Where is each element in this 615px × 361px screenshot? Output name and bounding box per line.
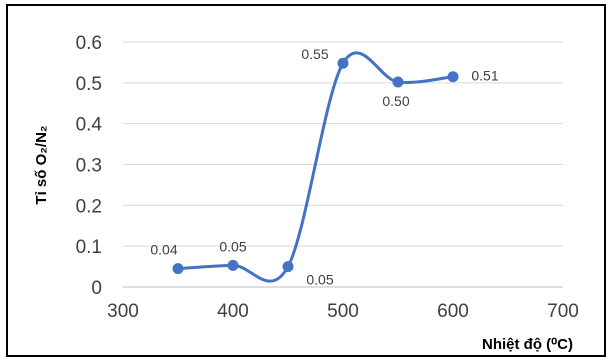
chart-frame (6, 4, 606, 357)
y-axis-title: Tỉ số O₂/N₂ (33, 125, 50, 204)
x-tick-labels: 300 400 500 600 700 (107, 301, 579, 322)
data-label: 0.51 (471, 68, 498, 84)
x-axis-title: Nhiệt độ (⁰C) (482, 336, 573, 353)
y-tick-label: 0.2 (76, 196, 102, 217)
data-label: 0.55 (301, 46, 328, 62)
data-label: 0.04 (150, 242, 177, 258)
y-tick-label: 0.1 (76, 237, 102, 258)
x-tick-label: 500 (327, 301, 359, 322)
x-tick-label: 600 (437, 301, 469, 322)
data-label: 0.05 (306, 272, 333, 288)
data-labels: 0.04 0.05 0.05 0.55 0.50 0.51 (150, 46, 498, 287)
gridlines (123, 41, 563, 247)
x-tick-label: 300 (107, 301, 139, 322)
data-point (392, 76, 404, 88)
y-tick-labels: 0 0.1 0.2 0.3 0.4 0.5 0.6 (76, 33, 103, 299)
data-point (172, 263, 184, 275)
y-tick-label: 0.4 (76, 115, 103, 136)
data-point (337, 57, 349, 69)
x-tick-label: 400 (217, 301, 249, 322)
data-label: 0.05 (219, 238, 246, 254)
y-tick-label: 0.6 (76, 33, 102, 54)
data-points (172, 57, 459, 275)
data-label: 0.50 (382, 93, 409, 109)
y-tick-label: 0.5 (76, 74, 102, 95)
data-point (227, 259, 239, 271)
y-tick-label: 0 (91, 278, 102, 299)
data-point (447, 71, 459, 83)
y-tick-label: 0.3 (76, 156, 102, 177)
x-tick-label: 700 (547, 301, 579, 322)
data-point (282, 261, 294, 273)
